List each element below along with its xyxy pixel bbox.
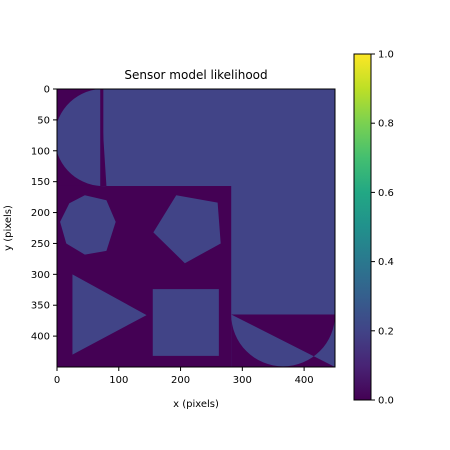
y-tick-label: 0	[44, 85, 50, 96]
colorbar-tick-label: 0.0	[378, 396, 394, 407]
x-tick-label: 0	[54, 375, 60, 386]
plot-frame	[56, 88, 336, 368]
y-axis-ticks: 0 50 100 150 200 250 300 350 400	[31, 85, 57, 343]
heatmap-shape-top-l-band	[100, 89, 335, 367]
colorbar-gradient	[353, 53, 372, 401]
x-tick-label: 200	[171, 375, 190, 386]
heatmap-shapes	[57, 89, 335, 367]
y-tick-label: 100	[31, 146, 50, 157]
x-tick-label: 400	[295, 375, 314, 386]
x-axis-ticks: 0 100 200 300 400	[54, 367, 314, 386]
colorbar-ticks: 0.0 0.2 0.4 0.6 0.8 1.0	[371, 50, 394, 407]
heatmap-shape-pentagon	[153, 195, 221, 264]
colorbar-tick-label: 0.2	[378, 326, 394, 337]
heatmap-shape-triangle	[72, 274, 147, 355]
x-axis-label: x (pixels)	[173, 399, 219, 410]
y-tick-label: 350	[31, 301, 50, 312]
heatmap-shape-left-cap	[57, 89, 107, 187]
heatmap-plot-area	[56, 88, 336, 368]
y-tick-label: 50	[37, 115, 50, 126]
x-tick-label: 300	[233, 375, 252, 386]
y-tick-label: 400	[31, 332, 50, 343]
y-axis-label: y (pixels)	[3, 205, 14, 251]
colorbar: 0.0 0.2 0.4 0.6 0.8 1.0	[353, 50, 394, 407]
y-tick-label: 250	[31, 239, 50, 250]
colorbar-tick-label: 0.8	[378, 119, 394, 130]
y-tick-label: 200	[31, 208, 50, 219]
colorbar-tick-label: 1.0	[378, 50, 394, 61]
heatmap-shape-octagon	[60, 195, 116, 255]
colorbar-tick-label: 0.4	[378, 257, 394, 268]
chart-title: Sensor model likelihood	[124, 68, 267, 82]
colorbar-tick-label: 0.6	[378, 188, 394, 199]
heatmap-shape-bottom-cap	[231, 314, 335, 367]
heatmap-shape-square	[152, 289, 219, 356]
y-tick-label: 150	[31, 177, 50, 188]
x-tick-label: 100	[109, 375, 128, 386]
y-tick-label: 300	[31, 270, 50, 281]
